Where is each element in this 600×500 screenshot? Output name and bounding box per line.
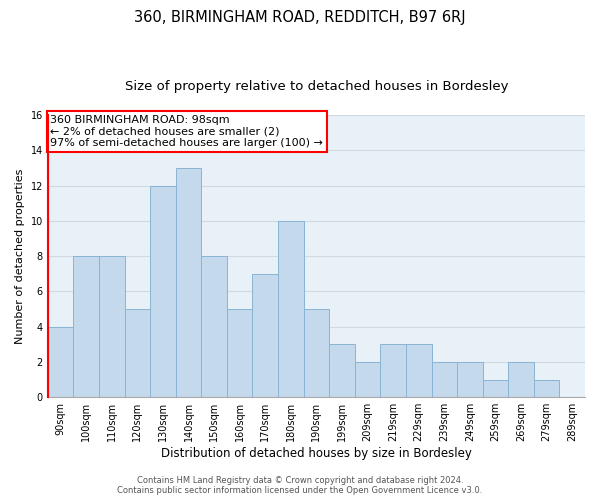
Bar — [508, 362, 534, 397]
Bar — [431, 362, 457, 397]
Bar — [304, 309, 329, 397]
Bar — [176, 168, 201, 397]
X-axis label: Distribution of detached houses by size in Bordesley: Distribution of detached houses by size … — [161, 447, 472, 460]
Bar — [534, 380, 559, 397]
Bar — [329, 344, 355, 397]
Bar — [355, 362, 380, 397]
Bar — [227, 309, 253, 397]
Text: 360, BIRMINGHAM ROAD, REDDITCH, B97 6RJ: 360, BIRMINGHAM ROAD, REDDITCH, B97 6RJ — [134, 10, 466, 25]
Text: Contains HM Land Registry data © Crown copyright and database right 2024.
Contai: Contains HM Land Registry data © Crown c… — [118, 476, 482, 495]
Bar — [253, 274, 278, 397]
Bar — [406, 344, 431, 397]
Bar — [482, 380, 508, 397]
Title: Size of property relative to detached houses in Bordesley: Size of property relative to detached ho… — [125, 80, 508, 93]
Y-axis label: Number of detached properties: Number of detached properties — [15, 168, 25, 344]
Bar — [73, 256, 99, 397]
Bar — [125, 309, 150, 397]
Bar — [278, 221, 304, 397]
Bar — [48, 326, 73, 397]
Text: 360 BIRMINGHAM ROAD: 98sqm
← 2% of detached houses are smaller (2)
97% of semi-d: 360 BIRMINGHAM ROAD: 98sqm ← 2% of detac… — [50, 115, 323, 148]
Bar — [150, 186, 176, 397]
Bar — [201, 256, 227, 397]
Bar — [380, 344, 406, 397]
Bar — [457, 362, 482, 397]
Bar — [99, 256, 125, 397]
